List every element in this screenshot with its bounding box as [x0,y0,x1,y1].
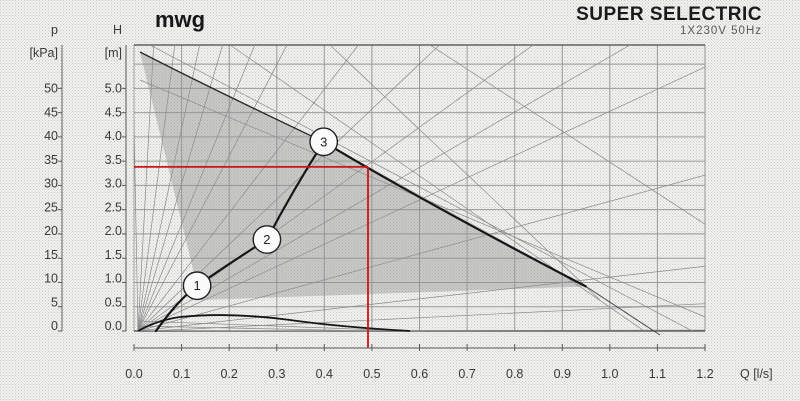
svg-text:0.8: 0.8 [506,367,523,381]
svg-text:0.5: 0.5 [363,367,380,381]
svg-text:0.3: 0.3 [268,367,285,381]
svg-text:20: 20 [44,224,58,238]
svg-text:5.0: 5.0 [105,82,122,96]
svg-text:0.2: 0.2 [221,367,238,381]
svg-text:3.5: 3.5 [105,153,122,167]
svg-text:0: 0 [51,319,58,333]
svg-text:1X230V 50Hz: 1X230V 50Hz [680,25,762,37]
svg-text:45: 45 [44,106,58,120]
svg-text:0.6: 0.6 [411,367,428,381]
svg-text:1: 1 [193,278,200,293]
svg-text:1.5: 1.5 [105,248,122,262]
svg-text:p: p [51,23,58,37]
svg-text:mwg: mwg [155,7,205,32]
svg-text:[kPa]: [kPa] [30,46,59,60]
svg-text:25: 25 [44,201,58,215]
svg-text:Q [l/s]: Q [l/s] [740,367,773,381]
svg-text:0.7: 0.7 [458,367,475,381]
svg-text:15: 15 [44,248,58,262]
svg-text:0.1: 0.1 [173,367,190,381]
svg-text:1.1: 1.1 [649,367,666,381]
svg-text:SUPER SELECTRIC: SUPER SELECTRIC [576,4,762,25]
svg-text:3: 3 [320,134,327,149]
svg-text:1.0: 1.0 [105,272,122,286]
svg-text:1.2: 1.2 [696,367,713,381]
svg-text:2.5: 2.5 [105,201,122,215]
svg-text:30: 30 [44,177,58,191]
svg-text:40: 40 [44,129,58,143]
svg-text:10: 10 [44,272,58,286]
svg-text:50: 50 [44,82,58,96]
svg-text:3.0: 3.0 [105,177,122,191]
svg-text:2.0: 2.0 [105,224,122,238]
svg-text:0.5: 0.5 [105,296,122,310]
svg-text:H: H [113,23,122,37]
svg-text:35: 35 [44,153,58,167]
svg-text:4.0: 4.0 [105,129,122,143]
svg-text:4.5: 4.5 [105,106,122,120]
svg-text:0.4: 0.4 [316,367,333,381]
svg-text:5: 5 [51,296,58,310]
svg-text:1.0: 1.0 [601,367,618,381]
svg-text:0.0: 0.0 [105,319,122,333]
svg-text:[m]: [m] [105,46,122,60]
svg-text:0.9: 0.9 [554,367,571,381]
svg-text:0.0: 0.0 [125,367,142,381]
svg-text:2: 2 [263,232,270,247]
